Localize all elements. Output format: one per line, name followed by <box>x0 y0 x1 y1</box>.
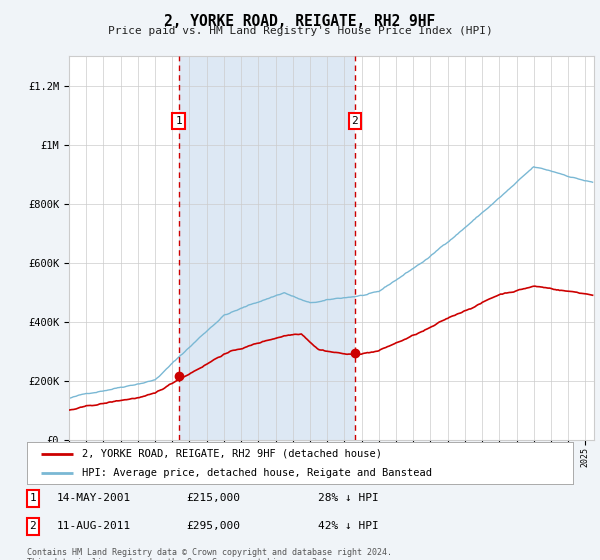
Text: 2, YORKE ROAD, REIGATE, RH2 9HF (detached house): 2, YORKE ROAD, REIGATE, RH2 9HF (detache… <box>82 449 382 459</box>
Text: 2: 2 <box>352 116 358 126</box>
Text: 28% ↓ HPI: 28% ↓ HPI <box>318 493 379 503</box>
Text: 14-MAY-2001: 14-MAY-2001 <box>57 493 131 503</box>
Text: £215,000: £215,000 <box>186 493 240 503</box>
Text: 2: 2 <box>29 521 37 531</box>
Bar <box>179 56 355 440</box>
Text: 42% ↓ HPI: 42% ↓ HPI <box>318 521 379 531</box>
Text: 2, YORKE ROAD, REIGATE, RH2 9HF: 2, YORKE ROAD, REIGATE, RH2 9HF <box>164 14 436 29</box>
Text: 1: 1 <box>29 493 37 503</box>
Text: £295,000: £295,000 <box>186 521 240 531</box>
Text: Contains HM Land Registry data © Crown copyright and database right 2024.
This d: Contains HM Land Registry data © Crown c… <box>27 548 392 560</box>
Text: 11-AUG-2011: 11-AUG-2011 <box>57 521 131 531</box>
Text: HPI: Average price, detached house, Reigate and Banstead: HPI: Average price, detached house, Reig… <box>82 468 431 478</box>
Text: Price paid vs. HM Land Registry's House Price Index (HPI): Price paid vs. HM Land Registry's House … <box>107 26 493 36</box>
Text: 1: 1 <box>175 116 182 126</box>
